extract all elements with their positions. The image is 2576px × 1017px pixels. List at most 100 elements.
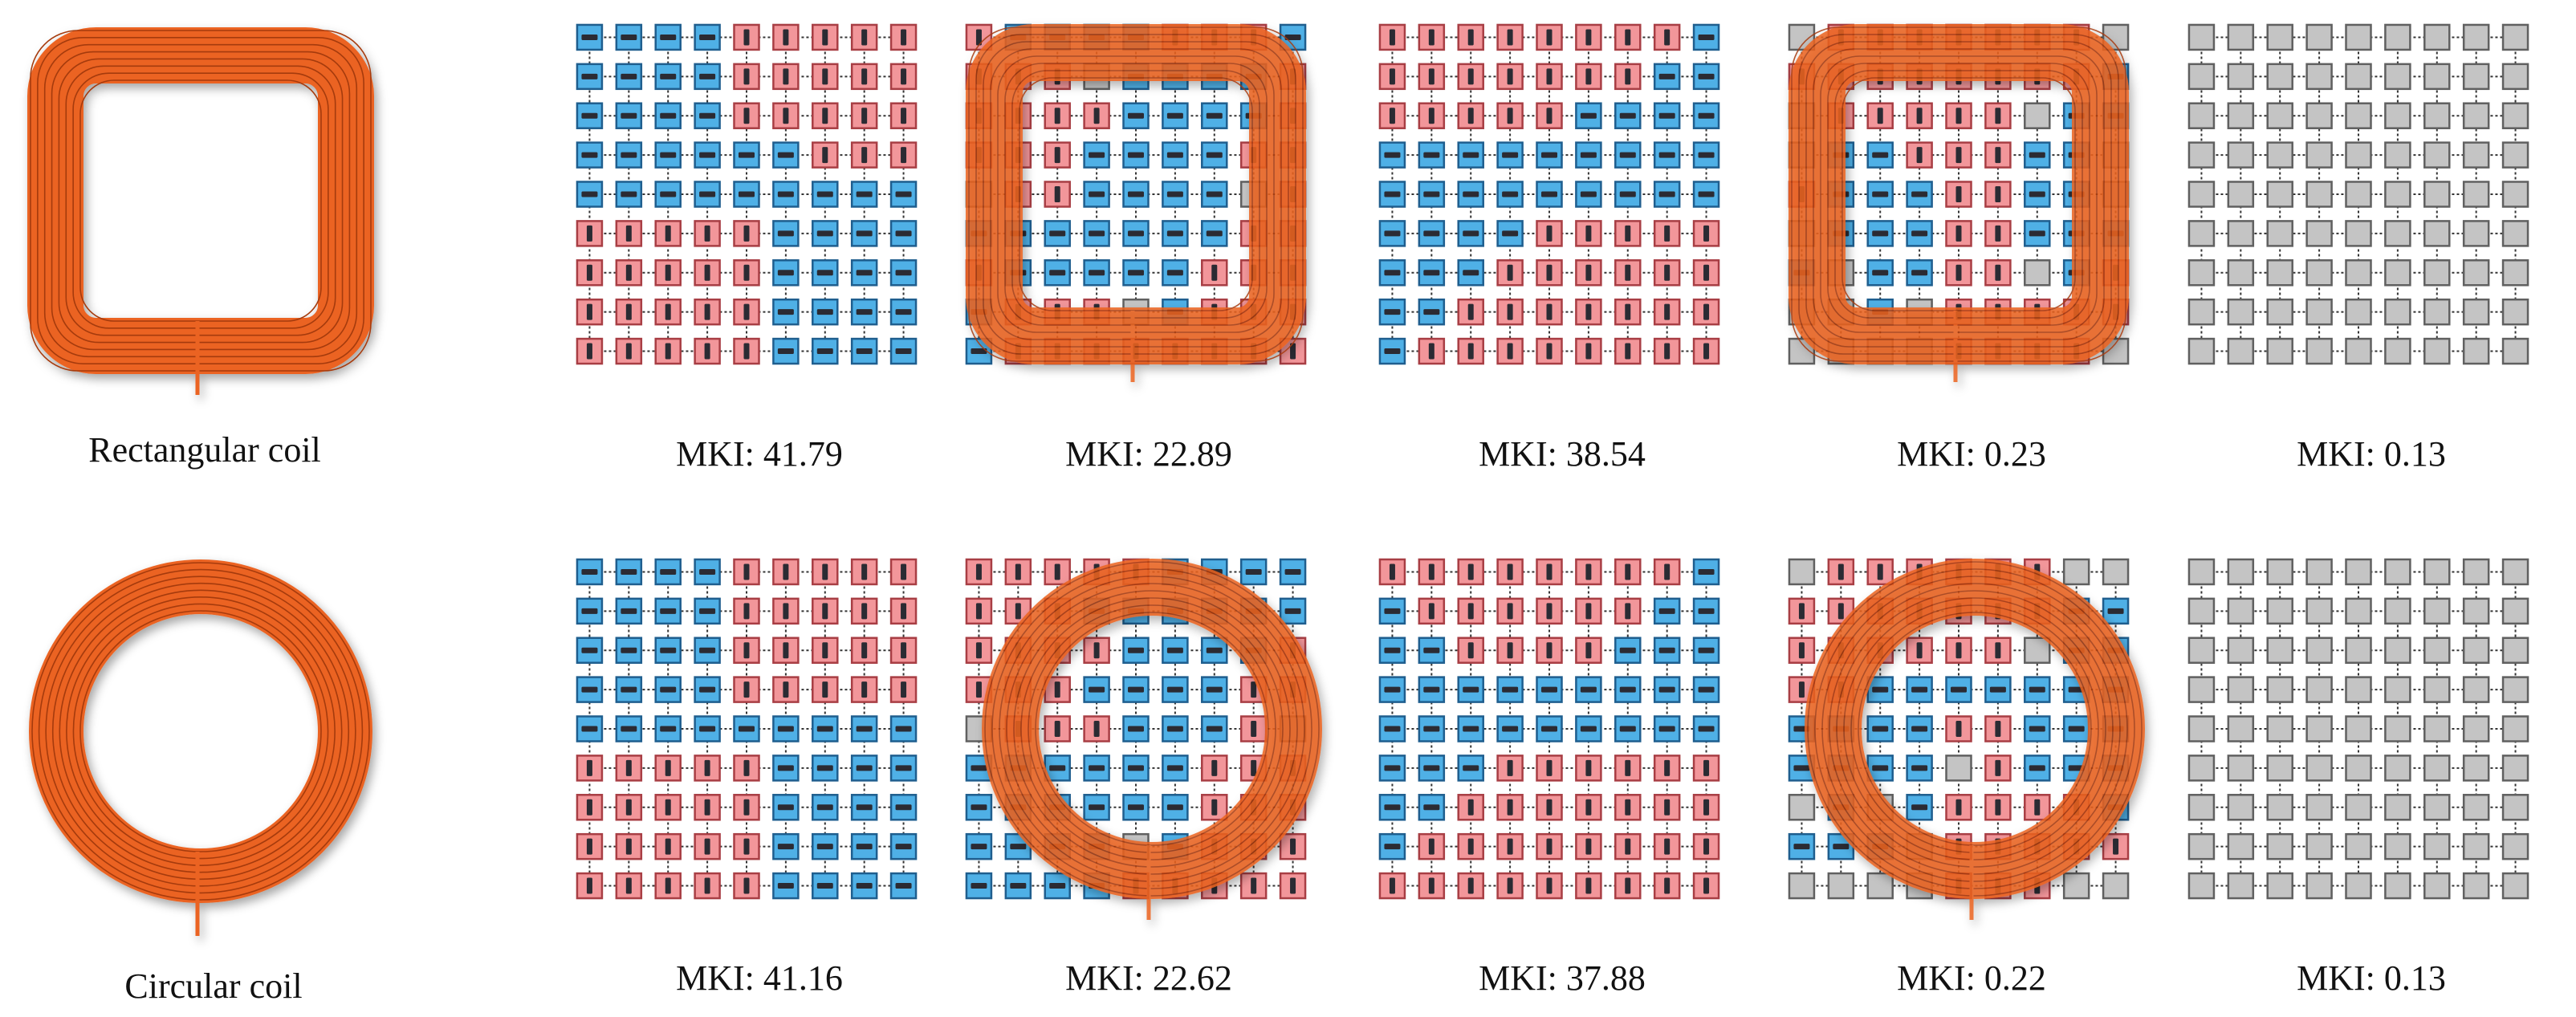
- grid-cell: [2305, 181, 2333, 208]
- horizontal-bar-mark: [1384, 191, 1401, 197]
- vertical-bar-mark: [1664, 799, 1671, 816]
- grid-cell: [1692, 23, 1720, 51]
- grid-cell: [1788, 832, 1816, 860]
- grid-cell: [2501, 676, 2529, 703]
- horizontal-bar-mark: [1698, 73, 1715, 79]
- horizontal-bar-mark: [699, 34, 716, 40]
- vertical-bar-mark: [1015, 603, 1021, 620]
- grid-cell: [2266, 832, 2293, 860]
- vertical-bar-mark: [1546, 838, 1553, 855]
- vertical-bar-mark: [1837, 563, 1844, 580]
- horizontal-bar-mark: [621, 112, 637, 119]
- mki-label: MKI: 0.23: [1897, 434, 2046, 474]
- horizontal-bar-mark: [1698, 112, 1715, 119]
- horizontal-bar-mark: [895, 883, 912, 889]
- horizontal-bar-mark: [895, 726, 912, 732]
- grid-cell: [2423, 181, 2451, 208]
- grid-cell: [2266, 220, 2293, 247]
- horizontal-bar-mark: [1089, 191, 1105, 197]
- grid-cell: [812, 63, 839, 91]
- vertical-bar-mark: [1507, 563, 1513, 580]
- vertical-bar-mark: [822, 68, 828, 85]
- grid-cell: [1653, 337, 1681, 365]
- grid-cell: [1536, 637, 1563, 664]
- horizontal-bar-mark: [1423, 270, 1440, 276]
- horizontal-bar-mark: [1384, 309, 1401, 315]
- horizontal-bar-mark: [621, 568, 637, 575]
- vertical-bar-mark: [861, 681, 868, 698]
- horizontal-bar-mark: [1384, 765, 1401, 771]
- vertical-bar-mark: [975, 563, 982, 580]
- vertical-bar-mark: [1054, 147, 1060, 164]
- grid-cell: [2187, 141, 2216, 169]
- horizontal-bar-mark: [1911, 191, 1928, 197]
- mki-label: MKI: 37.88: [1479, 958, 1646, 998]
- horizontal-bar-mark: [2029, 686, 2045, 693]
- coil-turn: [1028, 604, 1276, 853]
- horizontal-bar-mark: [1010, 883, 1027, 889]
- vertical-bar-mark: [625, 838, 632, 855]
- grid-cell: [2227, 63, 2255, 91]
- grid-cell: [2384, 102, 2411, 129]
- grid-cell: [889, 63, 918, 91]
- horizontal-bar-mark: [971, 348, 987, 355]
- horizontal-bar-mark: [1010, 844, 1027, 850]
- vertical-bar-mark: [625, 877, 632, 894]
- grid-cell: [654, 220, 682, 247]
- coil-overlay: [966, 24, 1306, 382]
- vertical-bar-mark: [1467, 108, 1474, 124]
- vertical-bar-mark: [1507, 108, 1513, 124]
- horizontal-bar-mark: [1580, 152, 1597, 158]
- horizontal-bar-mark: [1166, 112, 1183, 119]
- grid-cell: [2305, 102, 2333, 129]
- vertical-bar-mark: [1625, 225, 1631, 242]
- grid-cell: [2462, 63, 2490, 91]
- grid-cell: [1614, 220, 1642, 247]
- vertical-bar-mark: [822, 563, 828, 580]
- grid-cell: [2384, 337, 2411, 365]
- vertical-bar-mark: [1546, 603, 1553, 620]
- horizontal-bar-mark: [581, 608, 598, 614]
- grid-cell: [2501, 558, 2529, 586]
- horizontal-bar-mark: [2029, 765, 2045, 771]
- grid-cell: [2462, 637, 2490, 664]
- horizontal-bar-mark: [777, 726, 794, 732]
- grid-cell: [1418, 298, 1446, 326]
- coil-turn: [983, 41, 1289, 348]
- vertical-bar-mark: [975, 642, 982, 659]
- horizontal-bar-mark: [1502, 230, 1519, 237]
- grid-cell: [2227, 597, 2255, 625]
- vertical-bar-mark: [901, 68, 907, 85]
- horizontal-bar-mark: [1541, 152, 1557, 158]
- mki-label: MKI: 41.16: [676, 958, 843, 998]
- coil-turn: [72, 603, 329, 860]
- vertical-bar-mark: [1664, 225, 1671, 242]
- vertical-bar-mark: [1995, 108, 2001, 124]
- coil-overlay: [1789, 24, 2129, 382]
- horizontal-bar-mark: [2029, 726, 2045, 732]
- grid-cell: [2501, 755, 2529, 782]
- vertical-bar-mark: [743, 838, 750, 855]
- grid-cell: [1044, 102, 1071, 129]
- grid-cell: [694, 832, 721, 860]
- vertical-bar-mark: [1251, 877, 1257, 894]
- grid-cell: [2062, 872, 2090, 900]
- horizontal-bar-mark: [1089, 686, 1105, 693]
- grid-panel: [576, 558, 918, 900]
- vertical-bar-mark: [1507, 29, 1513, 46]
- vertical-bar-mark: [975, 29, 982, 46]
- grid-cell: [2462, 794, 2490, 821]
- vertical-bar-mark: [704, 877, 710, 894]
- vertical-bar-mark: [1428, 108, 1435, 124]
- grid-cell: [2501, 102, 2529, 129]
- grid-cell: [2187, 832, 2216, 860]
- horizontal-bar-mark: [1833, 844, 1850, 850]
- vertical-bar-mark: [665, 877, 671, 894]
- grid-cell: [2266, 755, 2293, 782]
- horizontal-bar-mark: [1658, 726, 1675, 732]
- grid-cell: [1004, 558, 1032, 586]
- vertical-bar-mark: [2034, 799, 2041, 816]
- grid-cell: [615, 337, 643, 365]
- vertical-bar-mark: [783, 108, 789, 124]
